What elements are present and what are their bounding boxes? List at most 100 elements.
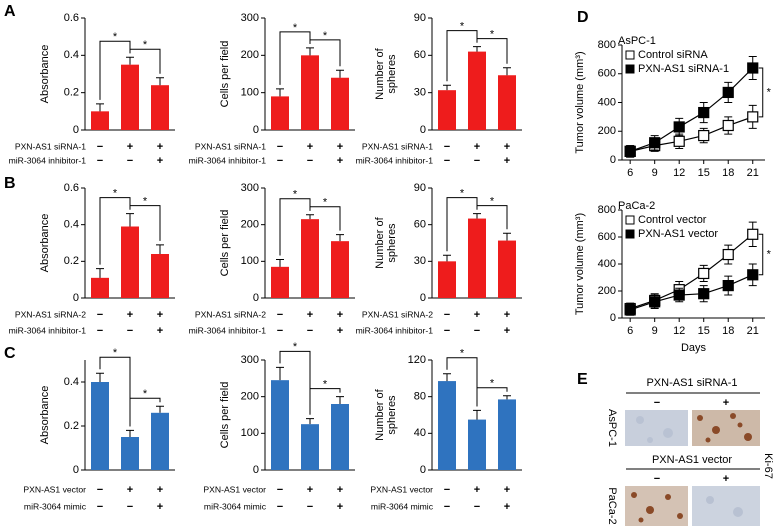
significance-bracket [129, 205, 161, 241]
condition-sign: + [157, 141, 163, 153]
bar [438, 261, 456, 298]
y-axis-label: Tumor volume (mm³) [574, 213, 586, 315]
y-tick-label: 200 [598, 285, 616, 297]
condition-label: miR-3064 inhibitor-1 [356, 325, 434, 335]
y-tick-label: 0 [73, 124, 79, 136]
condition-sign: − [474, 155, 480, 167]
condition-sign: − [444, 141, 450, 153]
error-bar [306, 418, 314, 425]
y-axis-label: Number of [374, 216, 386, 268]
condition-label: miR-3064 inhibitor-1 [189, 155, 267, 165]
y-tick-label: 0 [253, 292, 259, 304]
condition-label: PXN-AS1 siRNA-1 [15, 141, 86, 151]
marker [673, 289, 685, 301]
error-bar [306, 47, 314, 56]
significance-bracket [476, 387, 508, 407]
condition-label: PXN-AS1 vector [23, 484, 86, 494]
condition-sign: + [337, 501, 343, 513]
x-tick-label: 6 [627, 167, 633, 179]
y-tick-label: 400 [598, 258, 616, 270]
condition-sign: + [127, 141, 133, 153]
significance-bracket [99, 197, 131, 265]
y-tick-label: 90 [414, 182, 426, 194]
bar [301, 55, 319, 131]
significance-label: * [293, 22, 298, 34]
ihc-texture [636, 416, 673, 443]
bar [331, 77, 349, 130]
e-sign: − [654, 397, 660, 409]
marker [649, 296, 661, 308]
marker [747, 269, 759, 281]
legend-label: PXN-AS1 vector [638, 228, 718, 240]
condition-sign: − [474, 325, 480, 337]
significance-label: * [767, 248, 772, 260]
y-tick-label: 80 [414, 391, 426, 403]
marker [747, 62, 759, 74]
e-title: PXN-AS1 vector [652, 454, 732, 466]
significance-label: * [143, 39, 148, 51]
y-tick-label: 40 [414, 427, 426, 439]
y-axis-label: Absorbance [39, 45, 51, 104]
e-sign: + [723, 473, 729, 485]
significance-label: * [490, 378, 495, 390]
y-tick-label: 0.2 [64, 87, 79, 99]
condition-sign: + [307, 484, 313, 496]
y-tick-label: 0.4 [64, 219, 79, 231]
y-tick-label: 100 [241, 427, 259, 439]
y-tick-label: 0 [253, 124, 259, 136]
bar [151, 412, 169, 470]
bar [301, 424, 319, 470]
condition-sign: − [444, 155, 450, 167]
significance-label: * [293, 189, 298, 201]
condition-label: PXN-AS1 siRNA-1 [362, 141, 433, 151]
condition-label: PXN-AS1 siRNA-2 [195, 309, 266, 319]
error-bar [126, 429, 134, 437]
y-axis-label: Cells per field [219, 382, 231, 449]
condition-sign: + [474, 141, 480, 153]
error-bar [96, 103, 104, 112]
e-cell-line: PaCa-2 [606, 487, 618, 524]
bar [468, 218, 486, 298]
e-sign: − [654, 473, 660, 485]
condition-sign: − [307, 501, 313, 513]
error-bar [336, 234, 344, 242]
condition-sign: + [474, 309, 480, 321]
condition-sign: − [444, 484, 450, 496]
panel-letter: B [4, 175, 16, 192]
ihc-texture [697, 413, 752, 443]
marker [673, 135, 685, 147]
bar [331, 404, 349, 470]
bar [121, 437, 139, 470]
condition-label: miR-3064 mimic [371, 501, 434, 511]
condition-sign: + [307, 141, 313, 153]
error-bar [276, 259, 284, 267]
condition-sign: + [127, 484, 133, 496]
bar [331, 241, 349, 298]
significance-label: * [490, 196, 495, 208]
y-tick-label: 90 [414, 12, 426, 24]
significance-bracket [309, 39, 341, 67]
condition-sign: + [157, 309, 163, 321]
condition-sign: + [157, 501, 163, 513]
y-tick-label: 800 [598, 39, 616, 51]
condition-sign: − [127, 155, 133, 167]
condition-label: PXN-AS1 vector [203, 484, 266, 494]
legend-marker [625, 64, 635, 74]
y-tick-label: 0 [73, 464, 79, 476]
error-bar [443, 84, 451, 91]
x-tick-label: 6 [627, 325, 633, 337]
condition-sign: − [444, 325, 450, 337]
ihc-image [692, 410, 760, 446]
error-bar [473, 46, 481, 52]
condition-sign: + [127, 309, 133, 321]
condition-sign: − [97, 325, 103, 337]
y-tick-label: 30 [414, 255, 426, 267]
y-axis-label: Absorbance [39, 386, 51, 445]
y-tick-label: 0 [420, 124, 426, 136]
y-tick-label: 100 [241, 87, 259, 99]
y-tick-label: 300 [241, 354, 259, 366]
significance-bracket [446, 357, 478, 407]
significance-bracket [99, 40, 131, 100]
bar [468, 419, 486, 470]
